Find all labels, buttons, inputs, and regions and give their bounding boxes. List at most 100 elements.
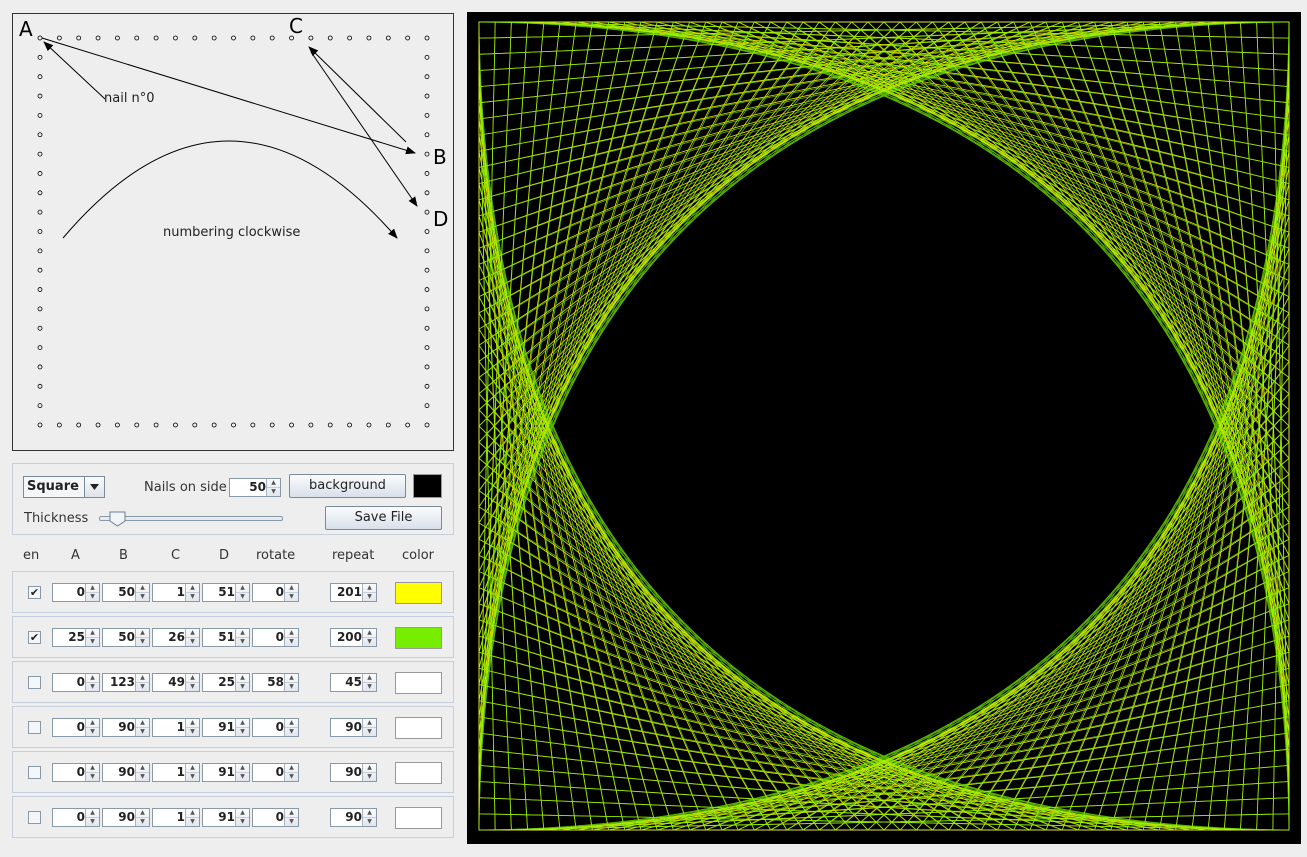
b-spinner[interactable]: 90 ▲ ▼ — [102, 763, 150, 782]
spinner-arrows-icon[interactable]: ▲ ▼ — [235, 809, 249, 826]
row-color-swatch[interactable] — [395, 627, 442, 649]
spinner-arrows-icon[interactable]: ▲ ▼ — [284, 764, 298, 781]
background-button[interactable]: background — [289, 474, 406, 498]
rotate-spinner[interactable]: 0 ▲ ▼ — [252, 628, 299, 647]
c-spinner[interactable]: 1 ▲ ▼ — [152, 583, 200, 602]
c-spinner[interactable]: 1 ▲ ▼ — [152, 808, 200, 827]
header-a: A — [71, 548, 80, 563]
a-spinner[interactable]: 0 ▲ ▼ — [52, 763, 100, 782]
thickness-slider-thumb[interactable] — [109, 511, 126, 531]
enable-checkbox[interactable]: ✔ — [28, 586, 41, 599]
header-b: B — [119, 548, 128, 563]
a-spinner[interactable]: 0 ▲ ▼ — [52, 808, 100, 827]
spinner-arrows-icon[interactable]: ▲ ▼ — [362, 674, 376, 691]
background-color-swatch[interactable] — [413, 474, 442, 498]
c-spinner[interactable]: 1 ▲ ▼ — [152, 718, 200, 737]
spinner-arrows-icon[interactable]: ▲ ▼ — [362, 629, 376, 646]
repeat-spinner[interactable]: 90 ▲ ▼ — [330, 763, 377, 782]
d-spinner[interactable]: 51 ▲ ▼ — [202, 583, 250, 602]
spinner-arrows-icon[interactable]: ▲ ▼ — [135, 719, 149, 736]
spinner-arrows-icon[interactable]: ▲ ▼ — [135, 764, 149, 781]
d-spinner[interactable]: 25 ▲ ▼ — [202, 673, 250, 692]
spinner-arrows-icon[interactable]: ▲ ▼ — [85, 629, 99, 646]
d-spinner[interactable]: 91 ▲ ▼ — [202, 808, 250, 827]
d-spinner[interactable]: 91 ▲ ▼ — [202, 718, 250, 737]
spinner-arrows-icon[interactable]: ▲ ▼ — [235, 764, 249, 781]
rotate-spinner[interactable]: 0 ▲ ▼ — [252, 718, 299, 737]
a-spinner[interactable]: 0 ▲ ▼ — [52, 673, 100, 692]
nail-dot — [95, 422, 101, 428]
rotate-spinner[interactable]: 0 ▲ ▼ — [252, 583, 299, 602]
d-spinner[interactable]: 91 ▲ ▼ — [202, 763, 250, 782]
enable-checkbox[interactable] — [28, 811, 41, 824]
row-color-swatch[interactable] — [395, 762, 442, 784]
spinner-arrows-icon[interactable]: ▲ ▼ — [185, 719, 199, 736]
repeat-spinner[interactable]: 90 ▲ ▼ — [330, 808, 377, 827]
nail-dot — [424, 248, 430, 254]
c-spinner[interactable]: 1 ▲ ▼ — [152, 763, 200, 782]
shape-select[interactable]: Square — [23, 476, 105, 498]
row-color-swatch[interactable] — [395, 672, 442, 694]
spinner-arrows-icon[interactable]: ▲ ▼ — [284, 629, 298, 646]
spinner-arrows-icon[interactable]: ▲ ▼ — [135, 674, 149, 691]
spinner-arrows-icon[interactable]: ▲ ▼ — [284, 584, 298, 601]
spinner-arrows-icon[interactable]: ▲ ▼ — [135, 584, 149, 601]
spinner-arrows-icon[interactable]: ▲ ▼ — [135, 629, 149, 646]
spinner-arrows-icon[interactable]: ▲ ▼ — [284, 809, 298, 826]
spinner-arrows-icon[interactable]: ▲ ▼ — [185, 764, 199, 781]
row-color-swatch[interactable] — [395, 717, 442, 739]
save-file-button[interactable]: Save File — [325, 506, 442, 530]
row-color-swatch[interactable] — [395, 807, 442, 829]
enable-checkbox[interactable] — [28, 766, 41, 779]
spinner-arrows-icon[interactable]: ▲ ▼ — [85, 584, 99, 601]
header-color: color — [402, 548, 435, 563]
d-spinner[interactable]: 51 ▲ ▼ — [202, 628, 250, 647]
enable-checkbox[interactable] — [28, 721, 41, 734]
thickness-slider[interactable] — [99, 516, 283, 521]
b-spinner[interactable]: 90 ▲ ▼ — [102, 808, 150, 827]
spinner-arrows-icon[interactable]: ▲ ▼ — [185, 629, 199, 646]
spinner-arrows-icon[interactable]: ▲ ▼ — [85, 764, 99, 781]
b-spinner[interactable]: 123 ▲ ▼ — [102, 673, 150, 692]
spinner-arrows-icon[interactable]: ▲ ▼ — [185, 674, 199, 691]
nail-dot — [37, 171, 43, 176]
c-spinner[interactable]: 49 ▲ ▼ — [152, 673, 200, 692]
spinner-arrows-icon[interactable]: ▲ ▼ — [135, 809, 149, 826]
spinner-arrows-icon[interactable]: ▲ ▼ — [362, 764, 376, 781]
nails-on-side-spinner[interactable]: 50 ▲ ▼ — [229, 478, 281, 497]
b-spinner[interactable]: 50 ▲ ▼ — [102, 628, 150, 647]
repeat-spinner[interactable]: 201 ▲ ▼ — [330, 583, 377, 602]
spinner-arrows-icon[interactable]: ▲ ▼ — [85, 719, 99, 736]
chevron-down-icon[interactable] — [84, 477, 104, 497]
spinner-arrows-icon[interactable]: ▲ ▼ — [362, 719, 376, 736]
row-color-swatch[interactable] — [395, 582, 442, 604]
rotate-spinner[interactable]: 58 ▲ ▼ — [252, 673, 299, 692]
rotate-spinner[interactable]: 0 ▲ ▼ — [252, 763, 299, 782]
spinner-arrows-icon[interactable]: ▲ ▼ — [235, 584, 249, 601]
repeat-spinner[interactable]: 200 ▲ ▼ — [330, 628, 377, 647]
repeat-spinner[interactable]: 90 ▲ ▼ — [330, 718, 377, 737]
enable-checkbox[interactable] — [28, 676, 41, 689]
spinner-arrows-icon[interactable]: ▲ ▼ — [362, 809, 376, 826]
spinner-arrows-icon[interactable]: ▲ ▼ — [266, 479, 280, 496]
repeat-spinner[interactable]: 45 ▲ ▼ — [330, 673, 377, 692]
spinner-arrows-icon[interactable]: ▲ ▼ — [284, 719, 298, 736]
a-spinner[interactable]: 0 ▲ ▼ — [52, 718, 100, 737]
spinner-arrows-icon[interactable]: ▲ ▼ — [235, 674, 249, 691]
enable-checkbox[interactable]: ✔ — [28, 631, 41, 644]
a-spinner[interactable]: 25 ▲ ▼ — [52, 628, 100, 647]
spinner-arrows-icon[interactable]: ▲ ▼ — [284, 674, 298, 691]
rotate-spinner[interactable]: 0 ▲ ▼ — [252, 808, 299, 827]
spinner-arrows-icon[interactable]: ▲ ▼ — [185, 809, 199, 826]
a-spinner[interactable]: 0 ▲ ▼ — [52, 583, 100, 602]
spinner-arrows-icon[interactable]: ▲ ▼ — [235, 629, 249, 646]
spinner-arrows-icon[interactable]: ▲ ▼ — [85, 809, 99, 826]
spinner-arrows-icon[interactable]: ▲ ▼ — [185, 584, 199, 601]
c-spinner[interactable]: 26 ▲ ▼ — [152, 628, 200, 647]
spinner-arrows-icon[interactable]: ▲ ▼ — [85, 674, 99, 691]
nail-dot — [250, 422, 256, 428]
b-spinner[interactable]: 50 ▲ ▼ — [102, 583, 150, 602]
spinner-arrows-icon[interactable]: ▲ ▼ — [235, 719, 249, 736]
b-spinner[interactable]: 90 ▲ ▼ — [102, 718, 150, 737]
spinner-arrows-icon[interactable]: ▲ ▼ — [362, 584, 376, 601]
